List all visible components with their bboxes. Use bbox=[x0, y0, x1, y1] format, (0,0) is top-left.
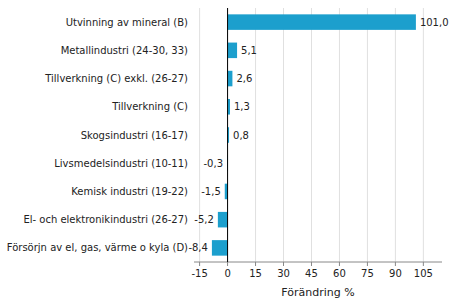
data-label: -5,2 bbox=[194, 214, 214, 225]
bar bbox=[218, 212, 228, 228]
bar bbox=[228, 14, 416, 30]
category-label: Kemisk industri (19-22) bbox=[71, 186, 188, 197]
data-label: -8,4 bbox=[188, 242, 208, 253]
data-label: -1,5 bbox=[201, 186, 221, 197]
category-label: Försörjn av el, gas, värme o kyla (D) bbox=[7, 242, 188, 253]
tick-label: 75 bbox=[361, 268, 374, 279]
x-axis-line bbox=[194, 262, 442, 263]
grid-line bbox=[395, 8, 396, 262]
grid bbox=[200, 8, 424, 262]
data-label: 101,0 bbox=[420, 17, 449, 28]
tick-mark bbox=[283, 262, 284, 266]
bar bbox=[228, 71, 233, 87]
tick-label: 60 bbox=[333, 268, 346, 279]
grid-line bbox=[311, 8, 312, 262]
grid-line bbox=[367, 8, 368, 262]
tick-mark bbox=[339, 262, 340, 266]
data-label: 2,6 bbox=[236, 73, 252, 84]
tick-mark bbox=[255, 262, 256, 266]
y-axis-labels: Utvinning av mineral (B) Metallindustri (… bbox=[7, 17, 188, 254]
tick-mark bbox=[395, 262, 396, 266]
tick-mark bbox=[199, 262, 200, 266]
data-label: 5,1 bbox=[241, 45, 257, 56]
x-axis: -15 0 15 30 45 60 75 90 105 bbox=[191, 262, 442, 279]
tick-label: -15 bbox=[191, 268, 207, 279]
grid-line bbox=[339, 8, 340, 262]
category-label: Metallindustri (24-30, 33) bbox=[61, 45, 188, 56]
data-labels: 101,0 5,1 2,6 1,3 0,8 -0,3 -1,5 -5,2 -8,4 bbox=[188, 17, 448, 254]
tick-label: 45 bbox=[305, 268, 318, 279]
data-label: 0,8 bbox=[233, 130, 249, 141]
category-label: Skogsindustri (16-17) bbox=[81, 130, 188, 141]
bar bbox=[212, 240, 228, 256]
data-label: 1,3 bbox=[234, 101, 250, 112]
tick-label: 15 bbox=[249, 268, 262, 279]
zero-line bbox=[227, 8, 228, 262]
tick-mark bbox=[311, 262, 312, 266]
chart-container: Utvinning av mineral (B) Metallindustri (… bbox=[0, 0, 454, 302]
grid-line bbox=[283, 8, 284, 262]
bar bbox=[228, 43, 238, 59]
grid-line bbox=[227, 8, 228, 262]
category-label: Utvinning av mineral (B) bbox=[66, 17, 188, 28]
tick-mark bbox=[227, 262, 228, 266]
bars bbox=[212, 14, 416, 255]
category-label: Livsmedelsindustri (10-11) bbox=[54, 158, 188, 169]
x-axis-title: Förändring % bbox=[281, 286, 354, 299]
category-label: El- och elektronikindustri (26-27) bbox=[23, 214, 188, 225]
category-label: Tillverkning (C) exkl. (26-27) bbox=[44, 73, 188, 84]
tick-mark bbox=[423, 262, 424, 266]
tick-label: 0 bbox=[224, 268, 230, 279]
tick-label: 90 bbox=[389, 268, 402, 279]
tick-label: 30 bbox=[277, 268, 290, 279]
tick-mark bbox=[367, 262, 368, 266]
tick-label: 105 bbox=[414, 268, 433, 279]
category-label: Tillverkning (C) bbox=[111, 101, 188, 112]
chart: Utvinning av mineral (B) Metallindustri (… bbox=[0, 0, 454, 302]
grid-line bbox=[423, 8, 424, 262]
data-label: -0,3 bbox=[203, 158, 223, 169]
